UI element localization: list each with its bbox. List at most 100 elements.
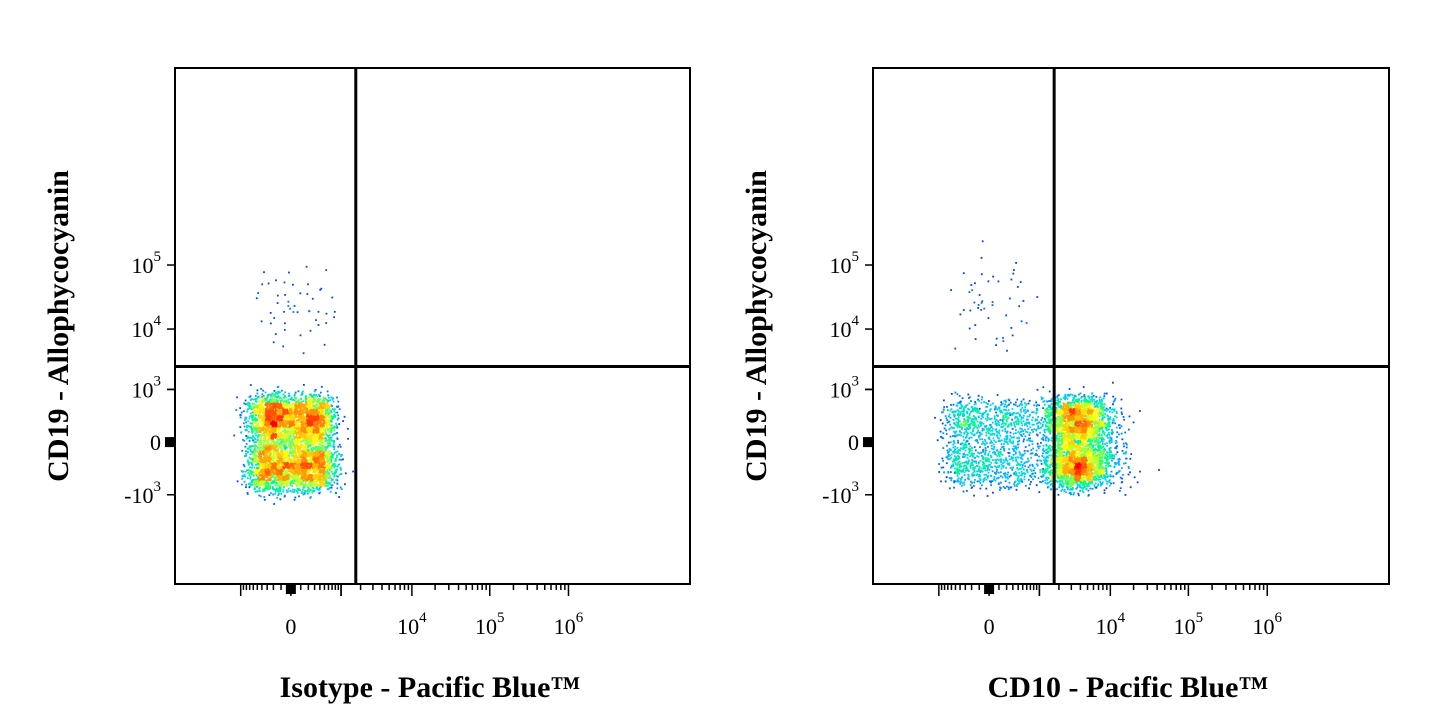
event-dot [288, 423, 291, 426]
event-dot [325, 432, 327, 435]
event-dot [309, 411, 312, 414]
event-dot [334, 416, 336, 418]
event-dot [324, 419, 327, 421]
event-dot [276, 396, 279, 399]
event-dot [306, 484, 309, 487]
event-dot [320, 437, 323, 439]
event-dot [269, 431, 271, 434]
event-dot [263, 426, 265, 429]
event-dot [301, 473, 304, 476]
event-dot [318, 449, 321, 452]
event-dot [274, 402, 276, 405]
event-dot [304, 463, 307, 466]
event-dot [287, 395, 290, 397]
event-dot [329, 467, 332, 469]
event-dot [297, 475, 299, 478]
event-dot [279, 462, 282, 465]
event-dot [245, 416, 247, 419]
event-dot [251, 402, 254, 405]
event-dot [288, 403, 291, 406]
event-dot [284, 446, 287, 449]
event-dot [293, 463, 296, 466]
event-dot [316, 486, 318, 489]
event-dot [259, 413, 261, 415]
event-dot [326, 467, 328, 470]
event-dot [263, 411, 266, 414]
event-dot [311, 479, 313, 482]
event-dot [256, 471, 258, 473]
event-dot [253, 482, 256, 485]
event-dot [272, 424, 275, 426]
event-dot [316, 457, 319, 460]
event-dot [277, 390, 280, 393]
event-dot [307, 435, 310, 438]
event-dot [290, 463, 293, 465]
event-dot [247, 401, 250, 404]
event-dot [264, 475, 267, 478]
event-dot [269, 423, 272, 426]
event-dot [258, 429, 261, 432]
event-dot [275, 418, 278, 421]
event-dot [315, 448, 317, 451]
event-dot [260, 388, 262, 390]
event-dot [250, 483, 253, 486]
event-dot [276, 395, 278, 398]
event-dot [279, 489, 282, 492]
event-dot [264, 459, 266, 462]
event-dot [241, 449, 244, 452]
event-dot [343, 415, 346, 418]
event-dot [264, 419, 267, 421]
event-dot [330, 436, 333, 439]
event-dot [281, 476, 284, 479]
event-dot [275, 391, 278, 394]
event-dot [314, 426, 317, 428]
event-dot [243, 422, 245, 425]
event-dot [292, 427, 295, 429]
event-dot [304, 433, 307, 436]
event-dot [269, 448, 271, 450]
event-dot [307, 407, 310, 410]
event-dot [308, 440, 310, 443]
event-dot [281, 407, 284, 410]
event-dot [306, 455, 308, 458]
event-dot [308, 467, 311, 470]
event-dot [264, 421, 267, 424]
event-dot [323, 443, 326, 446]
event-dot [291, 452, 294, 455]
event-dot [253, 441, 256, 444]
event-dot [263, 459, 265, 462]
event-dot [252, 461, 255, 463]
event-dot [243, 425, 246, 428]
event-dot [317, 415, 319, 418]
event-dot [261, 423, 264, 426]
event-dot [308, 472, 311, 475]
event-dot [309, 430, 312, 433]
event-dot [273, 452, 275, 455]
event-dot [263, 414, 266, 416]
event-dot [285, 414, 287, 417]
event-dot [310, 441, 312, 443]
event-dot [280, 482, 283, 484]
event-dot [255, 430, 258, 433]
event-dot [284, 403, 286, 406]
event-dot [269, 465, 272, 468]
event-dot [319, 415, 322, 418]
event-dot [259, 463, 261, 466]
event-dot [321, 403, 323, 406]
event-dot [252, 424, 255, 426]
event-dot [295, 444, 298, 447]
event-dot [312, 459, 315, 461]
event-dot [318, 436, 321, 439]
event-dot [336, 426, 339, 429]
event-dot [275, 410, 277, 412]
event-dot [318, 450, 321, 453]
event-dot [294, 446, 296, 449]
event-dot [253, 426, 256, 429]
event-dot [323, 399, 326, 402]
event-dot [256, 463, 259, 465]
event-dot [257, 458, 259, 461]
event-dot [285, 477, 288, 480]
event-dot [285, 423, 287, 426]
event-dot [308, 396, 311, 399]
event-dot [322, 445, 324, 447]
